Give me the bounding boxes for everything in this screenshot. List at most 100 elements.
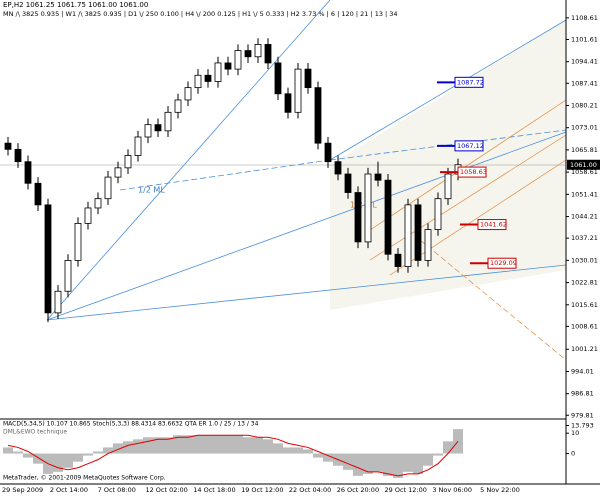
- y-tick-label: 1001.21: [571, 345, 598, 353]
- y-tick-label: 1044.21: [571, 213, 598, 221]
- candle-body: [354, 192, 362, 243]
- histogram-bar: [283, 447, 293, 454]
- histogram-bar: [223, 435, 233, 454]
- price-tag-box: [477, 219, 507, 231]
- histogram-bar: [23, 453, 33, 458]
- candle-body: [144, 124, 152, 138]
- candle-body: [94, 198, 102, 209]
- candle-body: [14, 148, 22, 163]
- x-tick-label: 26 Oct 20:00: [337, 486, 379, 494]
- candle-body: [174, 99, 182, 113]
- chart-title: EP,H2 1061.25 1061.75 1061.00 1061.00: [3, 1, 148, 9]
- candle-body: [384, 179, 392, 255]
- histogram-bar: [143, 437, 153, 454]
- price-tag-label: 1041.62: [480, 221, 507, 229]
- candle-body: [374, 173, 382, 181]
- histogram-bar: [33, 453, 43, 464]
- y-tick-label: 1108.61: [571, 14, 598, 22]
- histogram-bar: [423, 453, 433, 466]
- candle-body: [254, 44, 262, 58]
- candle-body: [444, 173, 452, 200]
- y-tick-label: 1008.61: [571, 322, 598, 330]
- price-tag-label: 1029.09: [490, 259, 517, 267]
- histogram-bar: [213, 435, 223, 454]
- price-tag-box: [454, 140, 484, 152]
- y-tick-label: 1030.01: [571, 256, 598, 264]
- candle-body: [114, 167, 122, 178]
- candle-body: [204, 74, 212, 82]
- candle-body: [224, 62, 232, 70]
- histogram-bar: [253, 437, 263, 454]
- indicator-title: MACD(5,34,5) 10.107 10.865 Stoch(5,3,3) …: [3, 421, 259, 428]
- histogram-bar: [233, 435, 243, 454]
- candle-body: [34, 182, 42, 206]
- signal-line: [7, 434, 459, 477]
- chart-subtitle: MN /\ 3825 0.935 | W1 /\ 3825 0.935 | D1…: [3, 10, 398, 18]
- y-tick-label: 1094.41: [571, 58, 598, 66]
- price-tag-box: [454, 76, 484, 88]
- candle-body: [364, 173, 372, 243]
- y-tick-label: 1087.41: [571, 79, 598, 87]
- candle-body: [304, 68, 312, 89]
- price-tag-box: [487, 257, 517, 269]
- candle-body: [214, 62, 222, 82]
- histogram-bar: [353, 453, 363, 476]
- candle-body: [324, 142, 332, 163]
- histogram-bar: [133, 439, 143, 454]
- x-tick-label: 12 Oct 02:00: [145, 486, 187, 494]
- histogram-bar: [443, 441, 453, 454]
- histogram-bar: [403, 453, 413, 472]
- price-tag-label: 1067.12: [457, 142, 484, 150]
- x-tick-label: 2 Oct 14:00: [50, 486, 88, 494]
- indicator-tick-label: 13.793: [571, 421, 594, 429]
- histogram-bar: [153, 437, 163, 454]
- histogram-bar: [383, 453, 393, 476]
- histogram-bar: [303, 449, 313, 454]
- histogram-bar: [113, 443, 123, 454]
- indicator-tick-label: 0: [571, 450, 575, 458]
- price-tag-label: 1058.63: [460, 168, 487, 176]
- histogram-bar: [453, 429, 463, 454]
- candle-body: [434, 198, 442, 230]
- annotation: 1/2 ML: [138, 186, 165, 195]
- candle-body: [274, 62, 282, 95]
- candle-body: [244, 50, 252, 58]
- candle-body: [154, 124, 162, 132]
- candle-body: [234, 50, 242, 70]
- candle-body: [334, 161, 342, 175]
- histogram-bar: [343, 453, 353, 470]
- footer: MetaTrader, © 2001-2009 MetaQuotes Softw…: [3, 475, 166, 482]
- candle-body: [84, 207, 92, 224]
- candle-body: [104, 176, 112, 200]
- y-tick-label: 1058.61: [571, 168, 598, 176]
- y-tick-label: 1101.61: [571, 35, 598, 43]
- histogram-bar: [243, 437, 253, 454]
- candle-body: [344, 173, 352, 193]
- histogram-bar: [363, 453, 373, 474]
- histogram-bar: [103, 447, 113, 454]
- candle-body: [284, 93, 292, 113]
- candle-body: [314, 87, 322, 144]
- candle-body: [294, 68, 302, 113]
- candle-body: [54, 290, 62, 314]
- y-tick-label: 986.81: [571, 390, 594, 398]
- y-tick-label: 1037.21: [571, 234, 598, 242]
- histogram-bar: [163, 437, 173, 454]
- price-tag-box: [457, 166, 487, 178]
- candle-body: [424, 229, 432, 261]
- histogram-bar: [203, 435, 213, 454]
- histogram-bar: [53, 453, 63, 472]
- y-tick-label: 1022.81: [571, 279, 598, 287]
- histogram-bar: [183, 435, 193, 454]
- histogram-bar: [323, 453, 333, 462]
- candle-body: [24, 161, 32, 184]
- candle-body: [414, 204, 422, 261]
- candle-body: [44, 204, 52, 314]
- histogram-bar: [413, 453, 423, 474]
- histogram-bar: [63, 453, 73, 468]
- annotation: 1/2 ML: [350, 201, 377, 210]
- price-tag-label: 1087.72: [457, 78, 484, 86]
- candle-body: [404, 204, 412, 267]
- x-tick-label: 5 Nov 22:00: [480, 486, 520, 494]
- histogram-bar: [123, 441, 133, 454]
